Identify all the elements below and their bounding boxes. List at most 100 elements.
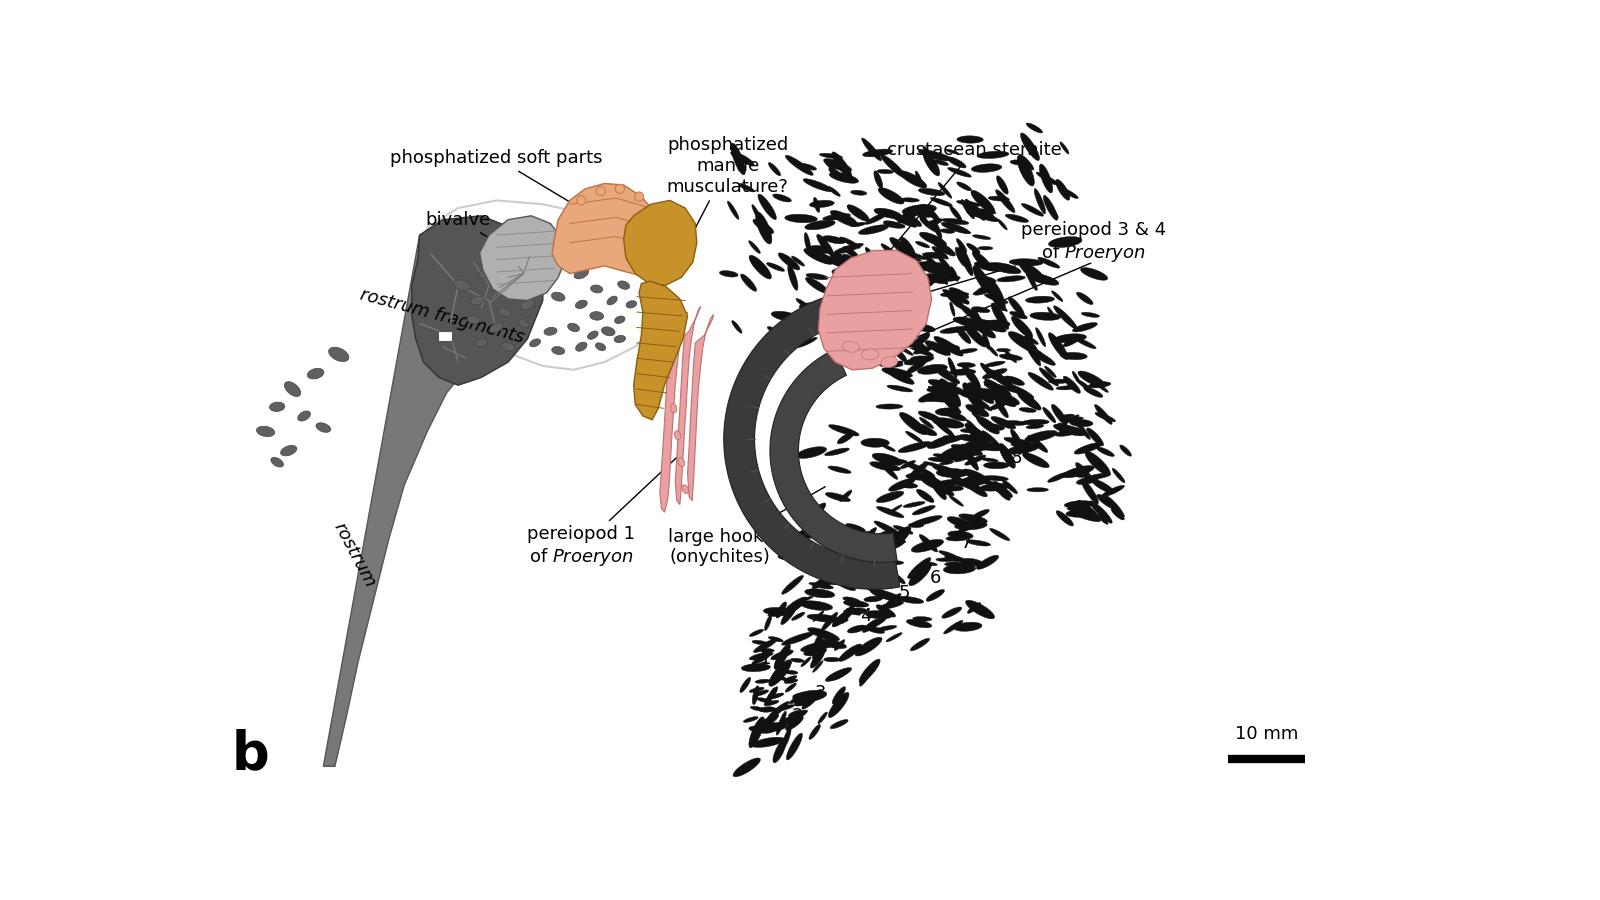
Polygon shape xyxy=(854,321,877,335)
Polygon shape xyxy=(802,503,826,526)
Polygon shape xyxy=(910,638,930,651)
Polygon shape xyxy=(866,626,885,634)
Polygon shape xyxy=(819,250,931,370)
Polygon shape xyxy=(886,633,902,642)
Polygon shape xyxy=(763,608,790,615)
Polygon shape xyxy=(1022,453,1050,468)
Polygon shape xyxy=(749,240,760,254)
Polygon shape xyxy=(880,462,898,480)
Polygon shape xyxy=(848,625,866,633)
Polygon shape xyxy=(1021,133,1040,160)
Polygon shape xyxy=(790,711,805,717)
Polygon shape xyxy=(818,712,827,724)
Polygon shape xyxy=(931,247,949,259)
Polygon shape xyxy=(960,304,986,326)
Polygon shape xyxy=(832,687,845,704)
Polygon shape xyxy=(992,303,1008,329)
Text: rostrum: rostrum xyxy=(330,519,379,590)
Polygon shape xyxy=(955,521,987,530)
Polygon shape xyxy=(906,274,925,283)
Text: b: b xyxy=(232,729,269,781)
Polygon shape xyxy=(829,172,859,184)
Ellipse shape xyxy=(882,356,898,367)
Polygon shape xyxy=(824,158,851,172)
Polygon shape xyxy=(987,346,998,356)
Polygon shape xyxy=(950,452,971,459)
Polygon shape xyxy=(1030,454,1042,465)
Polygon shape xyxy=(973,389,1006,399)
Polygon shape xyxy=(898,597,923,604)
Polygon shape xyxy=(950,266,958,282)
Polygon shape xyxy=(1061,188,1078,199)
Polygon shape xyxy=(928,436,955,448)
Polygon shape xyxy=(1069,472,1085,478)
Polygon shape xyxy=(845,536,866,561)
Polygon shape xyxy=(885,361,902,368)
Polygon shape xyxy=(926,395,947,401)
Polygon shape xyxy=(813,634,822,661)
Polygon shape xyxy=(984,294,1008,303)
Polygon shape xyxy=(866,212,890,224)
Polygon shape xyxy=(1074,338,1096,348)
Ellipse shape xyxy=(530,339,541,346)
Polygon shape xyxy=(885,368,914,384)
Polygon shape xyxy=(958,246,973,275)
Polygon shape xyxy=(1048,237,1082,248)
Polygon shape xyxy=(923,276,944,284)
Ellipse shape xyxy=(670,404,677,413)
Polygon shape xyxy=(784,676,797,681)
Polygon shape xyxy=(1075,463,1093,482)
Polygon shape xyxy=(944,562,966,567)
Polygon shape xyxy=(976,417,1000,434)
Polygon shape xyxy=(922,424,934,434)
Polygon shape xyxy=(830,719,848,729)
Polygon shape xyxy=(981,263,1002,272)
Polygon shape xyxy=(1018,156,1034,186)
Polygon shape xyxy=(933,418,965,428)
Polygon shape xyxy=(1062,337,1080,347)
Polygon shape xyxy=(843,600,869,608)
Polygon shape xyxy=(966,540,990,546)
Polygon shape xyxy=(1000,354,1022,360)
Polygon shape xyxy=(800,657,811,667)
Polygon shape xyxy=(789,697,802,704)
Polygon shape xyxy=(784,679,798,683)
Polygon shape xyxy=(965,600,995,619)
Polygon shape xyxy=(819,250,826,264)
Polygon shape xyxy=(1011,316,1034,338)
Polygon shape xyxy=(754,220,774,234)
Polygon shape xyxy=(750,706,765,711)
Polygon shape xyxy=(1005,376,1024,385)
Polygon shape xyxy=(776,602,787,618)
Polygon shape xyxy=(832,152,853,178)
Polygon shape xyxy=(795,701,808,706)
Ellipse shape xyxy=(618,281,629,289)
Polygon shape xyxy=(862,149,893,157)
Polygon shape xyxy=(986,391,1016,407)
Polygon shape xyxy=(907,287,926,308)
Polygon shape xyxy=(963,479,987,497)
Polygon shape xyxy=(1008,331,1037,352)
Polygon shape xyxy=(928,268,949,273)
Polygon shape xyxy=(917,364,947,374)
Polygon shape xyxy=(934,408,962,416)
Polygon shape xyxy=(760,723,787,732)
Polygon shape xyxy=(774,644,790,670)
Polygon shape xyxy=(864,354,886,365)
Polygon shape xyxy=(771,650,794,660)
Polygon shape xyxy=(810,689,821,698)
Polygon shape xyxy=(906,318,917,327)
Polygon shape xyxy=(749,256,771,279)
Polygon shape xyxy=(918,213,933,218)
Polygon shape xyxy=(846,608,861,616)
Polygon shape xyxy=(827,186,840,196)
Polygon shape xyxy=(426,201,666,370)
Polygon shape xyxy=(973,251,992,271)
Polygon shape xyxy=(941,292,970,297)
Polygon shape xyxy=(771,705,795,712)
Polygon shape xyxy=(800,597,813,601)
Polygon shape xyxy=(923,150,939,176)
Polygon shape xyxy=(786,528,810,544)
Polygon shape xyxy=(947,531,973,539)
Polygon shape xyxy=(898,204,925,223)
